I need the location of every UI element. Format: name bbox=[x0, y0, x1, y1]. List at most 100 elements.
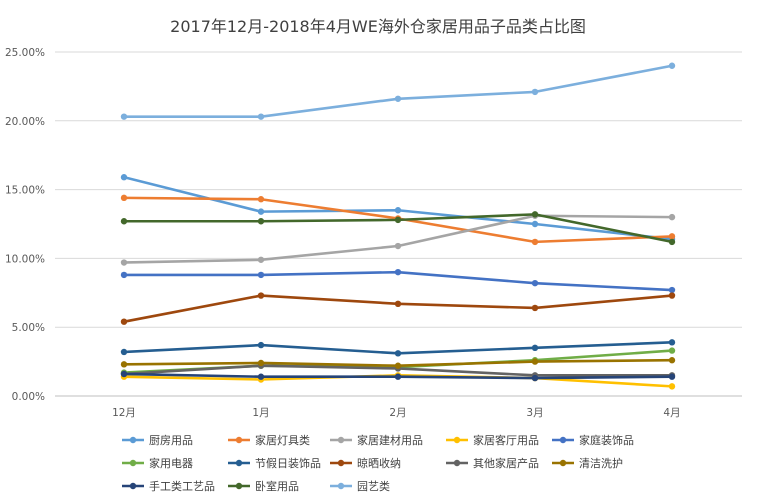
legend-item: 家居客厅用品 bbox=[446, 433, 539, 447]
legend-label: 晾晒收纳 bbox=[357, 456, 401, 470]
series-10 bbox=[120, 357, 676, 369]
legend-marker bbox=[235, 482, 243, 490]
data-point bbox=[531, 358, 539, 365]
legend-marker bbox=[129, 459, 137, 467]
data-point bbox=[120, 259, 128, 266]
legend-label: 厨房用品 bbox=[149, 434, 193, 447]
data-point bbox=[668, 213, 676, 221]
legend-item: 手工类工艺品 bbox=[122, 479, 215, 493]
data-point bbox=[668, 373, 676, 380]
series-line bbox=[122, 294, 674, 323]
series-line bbox=[122, 64, 674, 118]
data-point bbox=[394, 300, 402, 308]
y-tick-label: 20.00% bbox=[5, 116, 45, 128]
legend-label: 节假日装饰品 bbox=[255, 456, 321, 470]
data-point bbox=[120, 271, 128, 279]
gridlines bbox=[55, 51, 742, 328]
legend-item: 厨房用品 bbox=[122, 434, 193, 447]
legend-marker bbox=[235, 436, 243, 444]
legend-item: 家居灯具类 bbox=[228, 433, 310, 447]
data-point bbox=[120, 194, 128, 202]
legend-label: 清洁洗护 bbox=[579, 456, 623, 470]
legend-label: 家居客厅用品 bbox=[473, 433, 539, 447]
series-7 bbox=[120, 339, 676, 357]
data-point bbox=[120, 113, 128, 120]
x-tick-label: 1月 bbox=[252, 407, 269, 419]
series-1 bbox=[120, 174, 676, 243]
x-tick-label: 2月 bbox=[389, 407, 406, 419]
data-point bbox=[668, 286, 676, 294]
legend-label: 家庭装饰品 bbox=[579, 433, 634, 447]
data-point bbox=[257, 196, 265, 203]
data-point bbox=[531, 374, 539, 382]
legend-marker bbox=[235, 459, 243, 467]
legend-item: 卧室用品 bbox=[228, 479, 299, 493]
series-12 bbox=[120, 211, 676, 246]
y-tick-label: 15.00% bbox=[5, 185, 45, 197]
y-tick-label: 0.00% bbox=[12, 391, 45, 403]
data-point bbox=[394, 242, 402, 250]
data-point bbox=[394, 350, 402, 357]
legend-marker bbox=[559, 436, 567, 444]
data-point bbox=[668, 347, 676, 354]
data-point bbox=[668, 383, 676, 390]
data-point bbox=[120, 370, 128, 378]
data-point bbox=[394, 362, 402, 369]
data-point bbox=[668, 238, 676, 246]
legend-marker bbox=[337, 482, 345, 490]
data-point bbox=[531, 238, 539, 246]
data-point bbox=[257, 208, 265, 215]
data-point bbox=[394, 268, 402, 276]
data-point bbox=[257, 256, 265, 263]
legend-marker bbox=[129, 436, 137, 444]
x-tick-label: 12月 bbox=[112, 407, 136, 419]
data-point bbox=[120, 318, 128, 325]
series-13 bbox=[120, 62, 676, 120]
legend-marker bbox=[337, 436, 345, 444]
y-tick-label: 10.00% bbox=[5, 253, 45, 265]
series-8 bbox=[120, 292, 676, 325]
data-point bbox=[257, 359, 265, 367]
data-point bbox=[531, 220, 539, 228]
data-point bbox=[531, 279, 539, 287]
data-point bbox=[394, 216, 402, 224]
legend-marker bbox=[453, 436, 461, 444]
legend-label: 园艺类 bbox=[357, 479, 390, 493]
series-lines bbox=[120, 62, 676, 390]
data-point bbox=[668, 357, 676, 364]
y-tick-label: 5.00% bbox=[12, 322, 45, 334]
data-point bbox=[531, 88, 539, 96]
data-point bbox=[394, 95, 402, 102]
chart-title: 2017年12月-2018年4月WE海外仓家居用品子品类占比图 bbox=[170, 17, 586, 36]
data-point bbox=[668, 339, 676, 346]
legend-item: 晾晒收纳 bbox=[330, 456, 401, 470]
x-tick-label: 3月 bbox=[526, 407, 543, 419]
legend-marker bbox=[129, 482, 137, 490]
legend-item: 节假日装饰品 bbox=[228, 456, 321, 470]
legend-label: 家居建材用品 bbox=[357, 433, 423, 447]
legend-label: 手工类工艺品 bbox=[149, 479, 215, 493]
data-point bbox=[120, 348, 128, 356]
legend-marker bbox=[559, 459, 567, 467]
data-point bbox=[257, 113, 265, 120]
legend-item: 其他家居产品 bbox=[446, 456, 539, 470]
data-point bbox=[668, 292, 676, 299]
series-5 bbox=[120, 268, 676, 294]
data-point bbox=[257, 341, 265, 349]
legend-item: 家居建材用品 bbox=[330, 433, 423, 447]
data-point bbox=[257, 292, 265, 299]
data-point bbox=[531, 211, 539, 218]
x-tick-label: 4月 bbox=[663, 407, 680, 419]
data-point bbox=[120, 218, 128, 225]
legend-item: 家庭装饰品 bbox=[552, 433, 634, 447]
data-point bbox=[120, 361, 128, 368]
y-tick-label: 25.00% bbox=[5, 47, 45, 59]
data-point bbox=[394, 207, 402, 214]
data-point bbox=[668, 62, 676, 69]
legend-item: 园艺类 bbox=[330, 479, 390, 493]
legend-label: 卧室用品 bbox=[255, 479, 299, 493]
series-3 bbox=[120, 212, 676, 266]
